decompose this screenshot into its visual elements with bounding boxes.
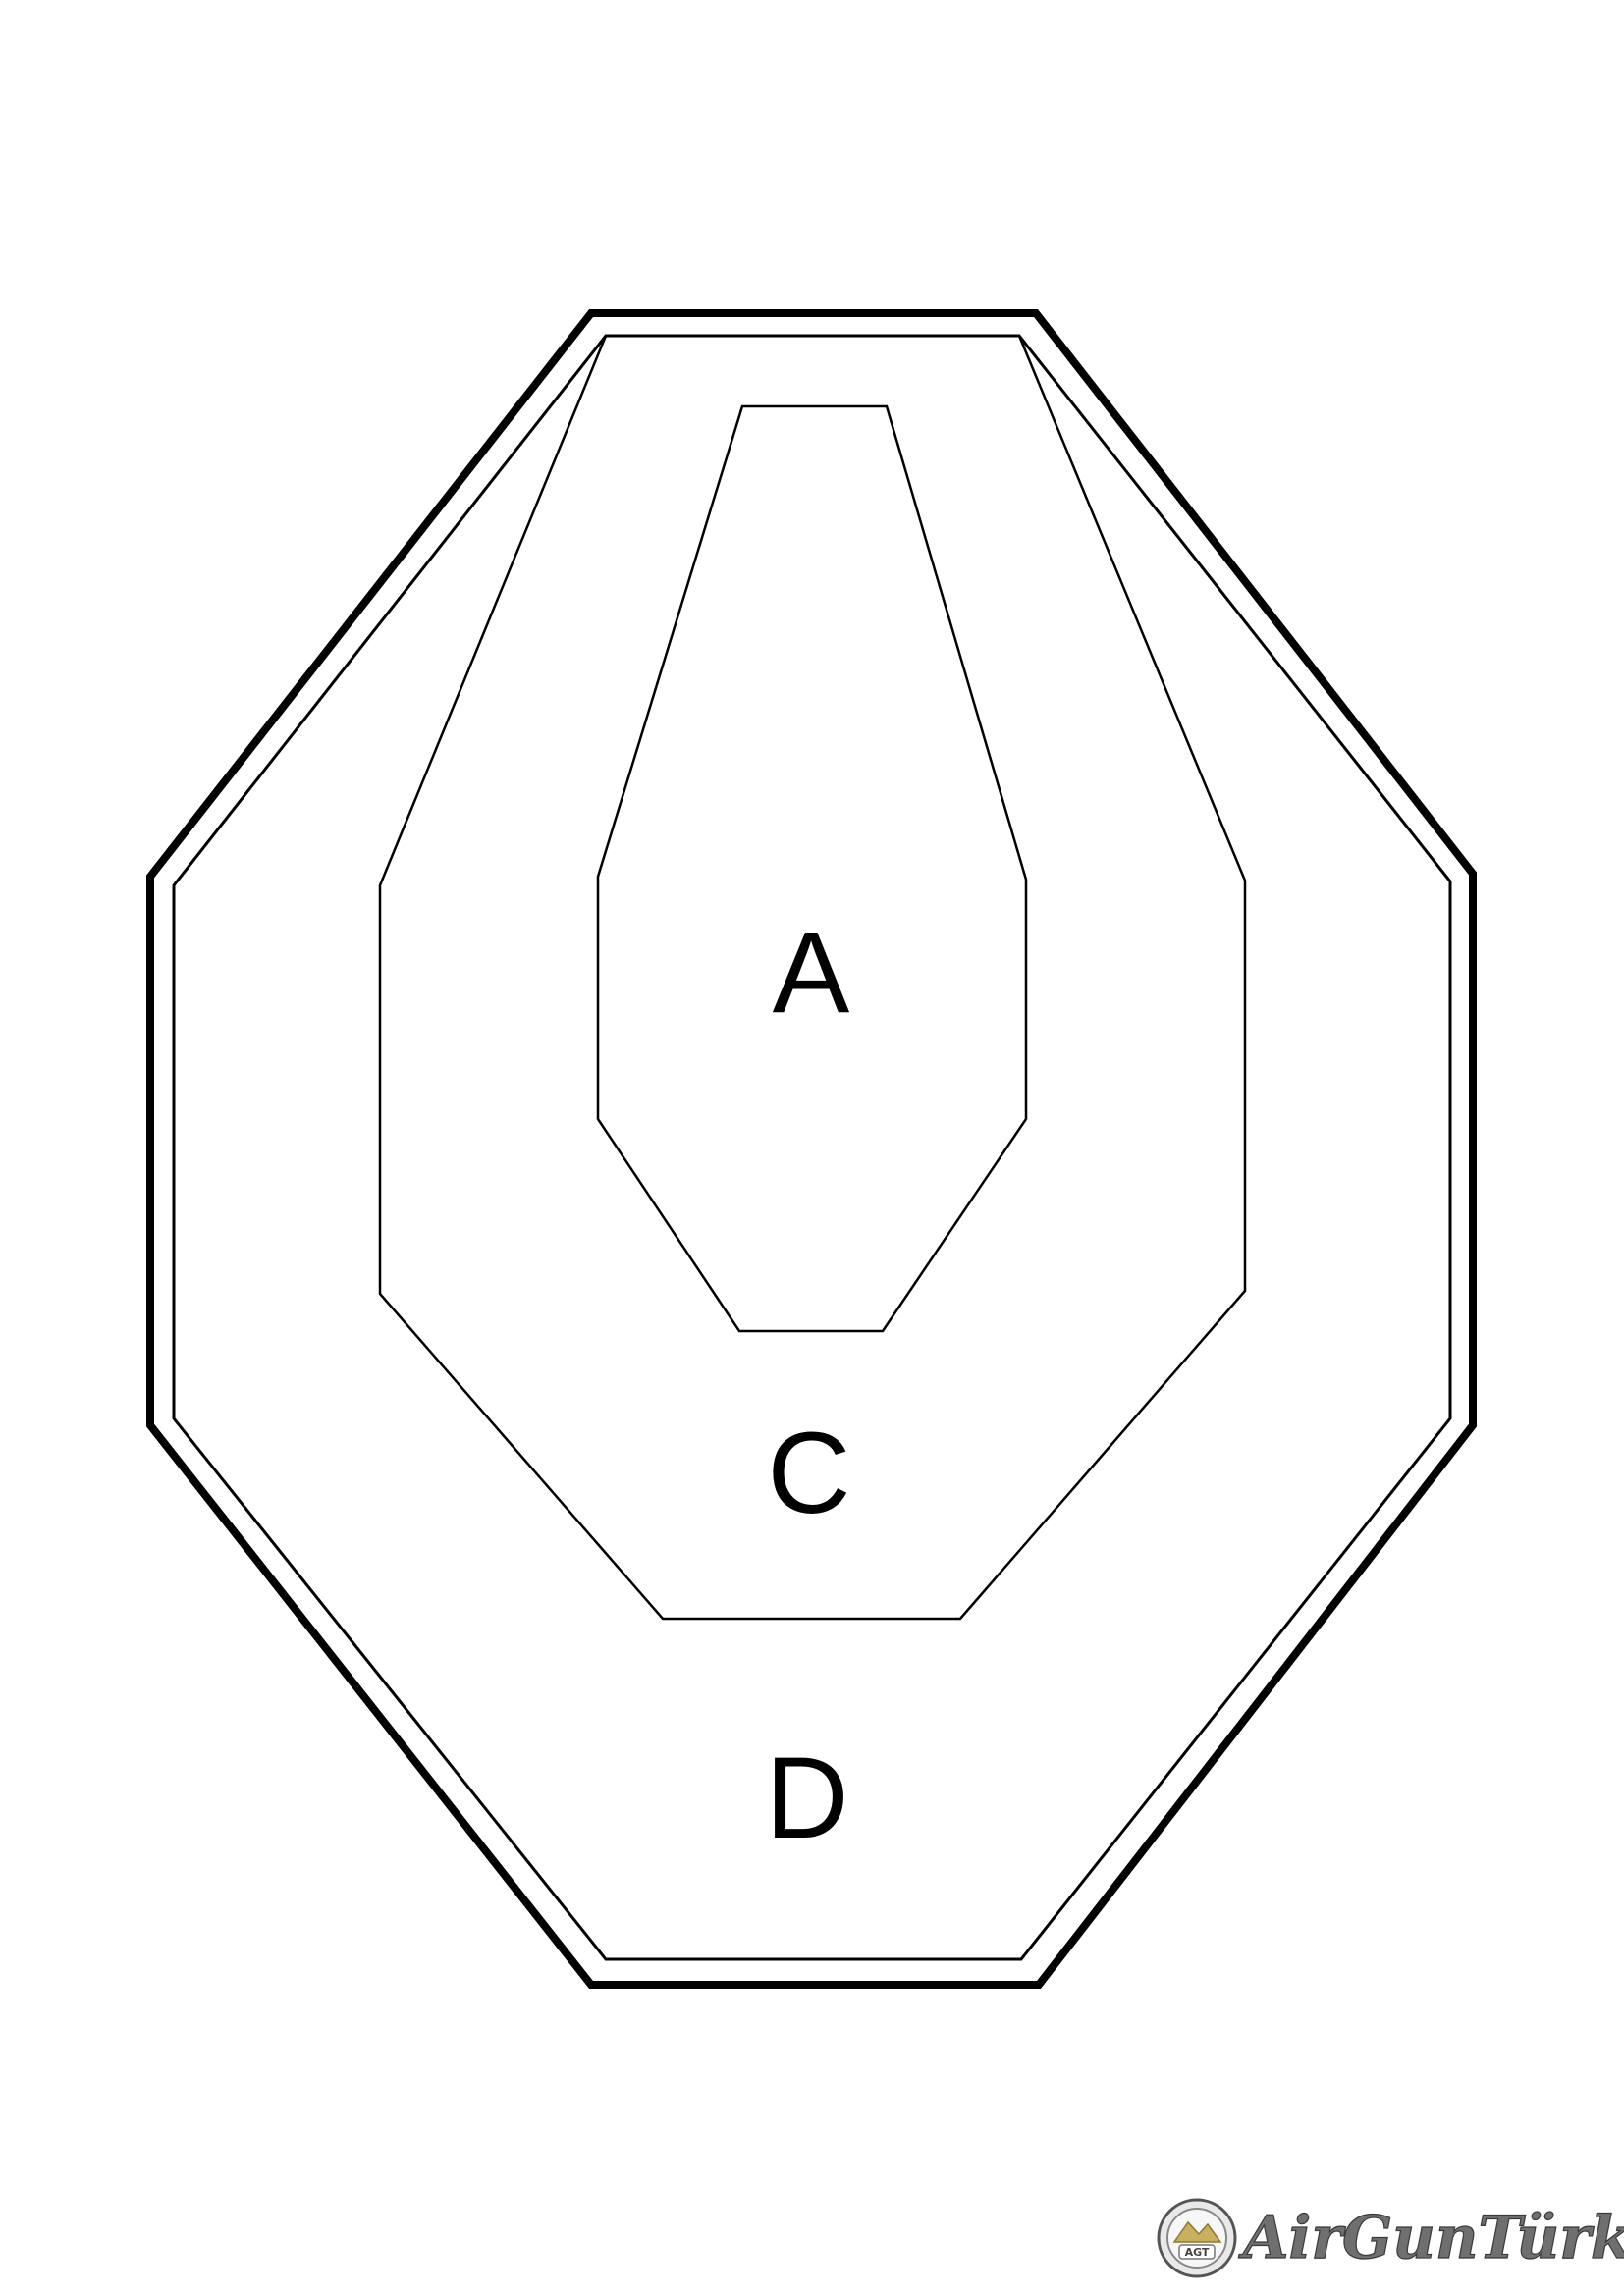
- zone-c-outline: [378, 334, 1247, 1621]
- zone-d-label: D: [765, 1734, 848, 1863]
- zone-a-label: A: [773, 908, 850, 1038]
- zone-d-outline: [172, 334, 1452, 1961]
- airgunturk-emblem-icon: AGT: [1157, 2198, 1237, 2278]
- zone-c-label: C: [767, 1409, 850, 1538]
- outer-border: [146, 309, 1477, 1989]
- emblem-text: AGT: [1185, 2246, 1210, 2259]
- brand-logo: AGT AirGunTürk: [1157, 2198, 1624, 2278]
- zone-a-outline: [596, 404, 1028, 1333]
- brand-wordmark: AirGunTürk: [1238, 2204, 1624, 2272]
